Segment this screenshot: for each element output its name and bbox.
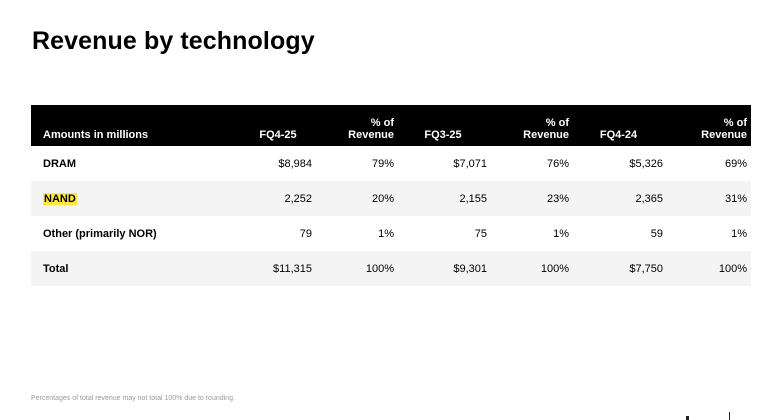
header-fq4-25: FQ4-25 [259, 129, 297, 141]
table-cell: 100% [540, 262, 569, 275]
corner-mark-dot [686, 416, 689, 420]
table-cell: $8,984 [278, 157, 312, 170]
table-cell: 2,155 [459, 192, 487, 205]
table-cell: 23% [546, 192, 569, 205]
table-cell: 100% [718, 262, 747, 275]
table-cell: 2,365 [635, 192, 663, 205]
highlighted-label: NAND [43, 192, 77, 205]
table-cell: $9,301 [453, 262, 487, 275]
header-fq4-24: FQ4-24 [599, 129, 638, 141]
table-row: Other (primarily NOR) 79 1% 75 1% 59 1% [31, 216, 751, 251]
table-cell: 79% [371, 157, 394, 170]
header-fq3-25: FQ3-25 [424, 129, 462, 141]
header-pct-1: % of Revenue [348, 117, 394, 141]
table-row-total: Total $11,315 100% $9,301 100% $7,750 10… [31, 251, 751, 286]
row-label: Other (primarily NOR) [43, 227, 157, 240]
table-cell: 76% [546, 157, 569, 170]
table-cell: 1% [378, 227, 394, 240]
table-row: NAND 2,252 20% 2,155 23% 2,365 31% [31, 181, 751, 216]
header-pct-3: % of Revenue [701, 117, 747, 141]
table-cell: $5,326 [629, 157, 663, 170]
table-cell: 2,252 [284, 192, 312, 205]
table-cell: 1% [553, 227, 569, 240]
table-cell: 1% [731, 227, 747, 240]
page-title: Revenue by technology [32, 27, 315, 55]
revenue-table: Amounts in millions FQ4-25 % of Revenue F… [31, 105, 751, 286]
table-cell: 69% [724, 157, 747, 170]
table-cell: $11,315 [273, 262, 312, 275]
table-cell: 79 [299, 227, 312, 240]
header-amounts: Amounts in millions [43, 129, 149, 141]
table-cell: 100% [365, 262, 394, 275]
table-cell: 20% [371, 192, 394, 205]
row-label: NAND [31, 181, 243, 216]
table-cell: $7,750 [629, 262, 663, 275]
corner-mark-line [729, 412, 730, 420]
row-label: DRAM [43, 157, 76, 170]
table-cell: $7,071 [453, 157, 487, 170]
table-cell: 75 [474, 227, 487, 240]
table-cell: 31% [724, 192, 747, 205]
table-header-row: Amounts in millions FQ4-25 % of Revenue F… [31, 105, 751, 146]
table-cell: 59 [650, 227, 663, 240]
table-row: DRAM $8,984 79% $7,071 76% $5,326 69% [31, 146, 751, 181]
header-pct-2: % of Revenue [523, 117, 569, 141]
row-label: Total [43, 262, 69, 275]
footnote: Percentages of total revenue may not tot… [31, 395, 235, 402]
